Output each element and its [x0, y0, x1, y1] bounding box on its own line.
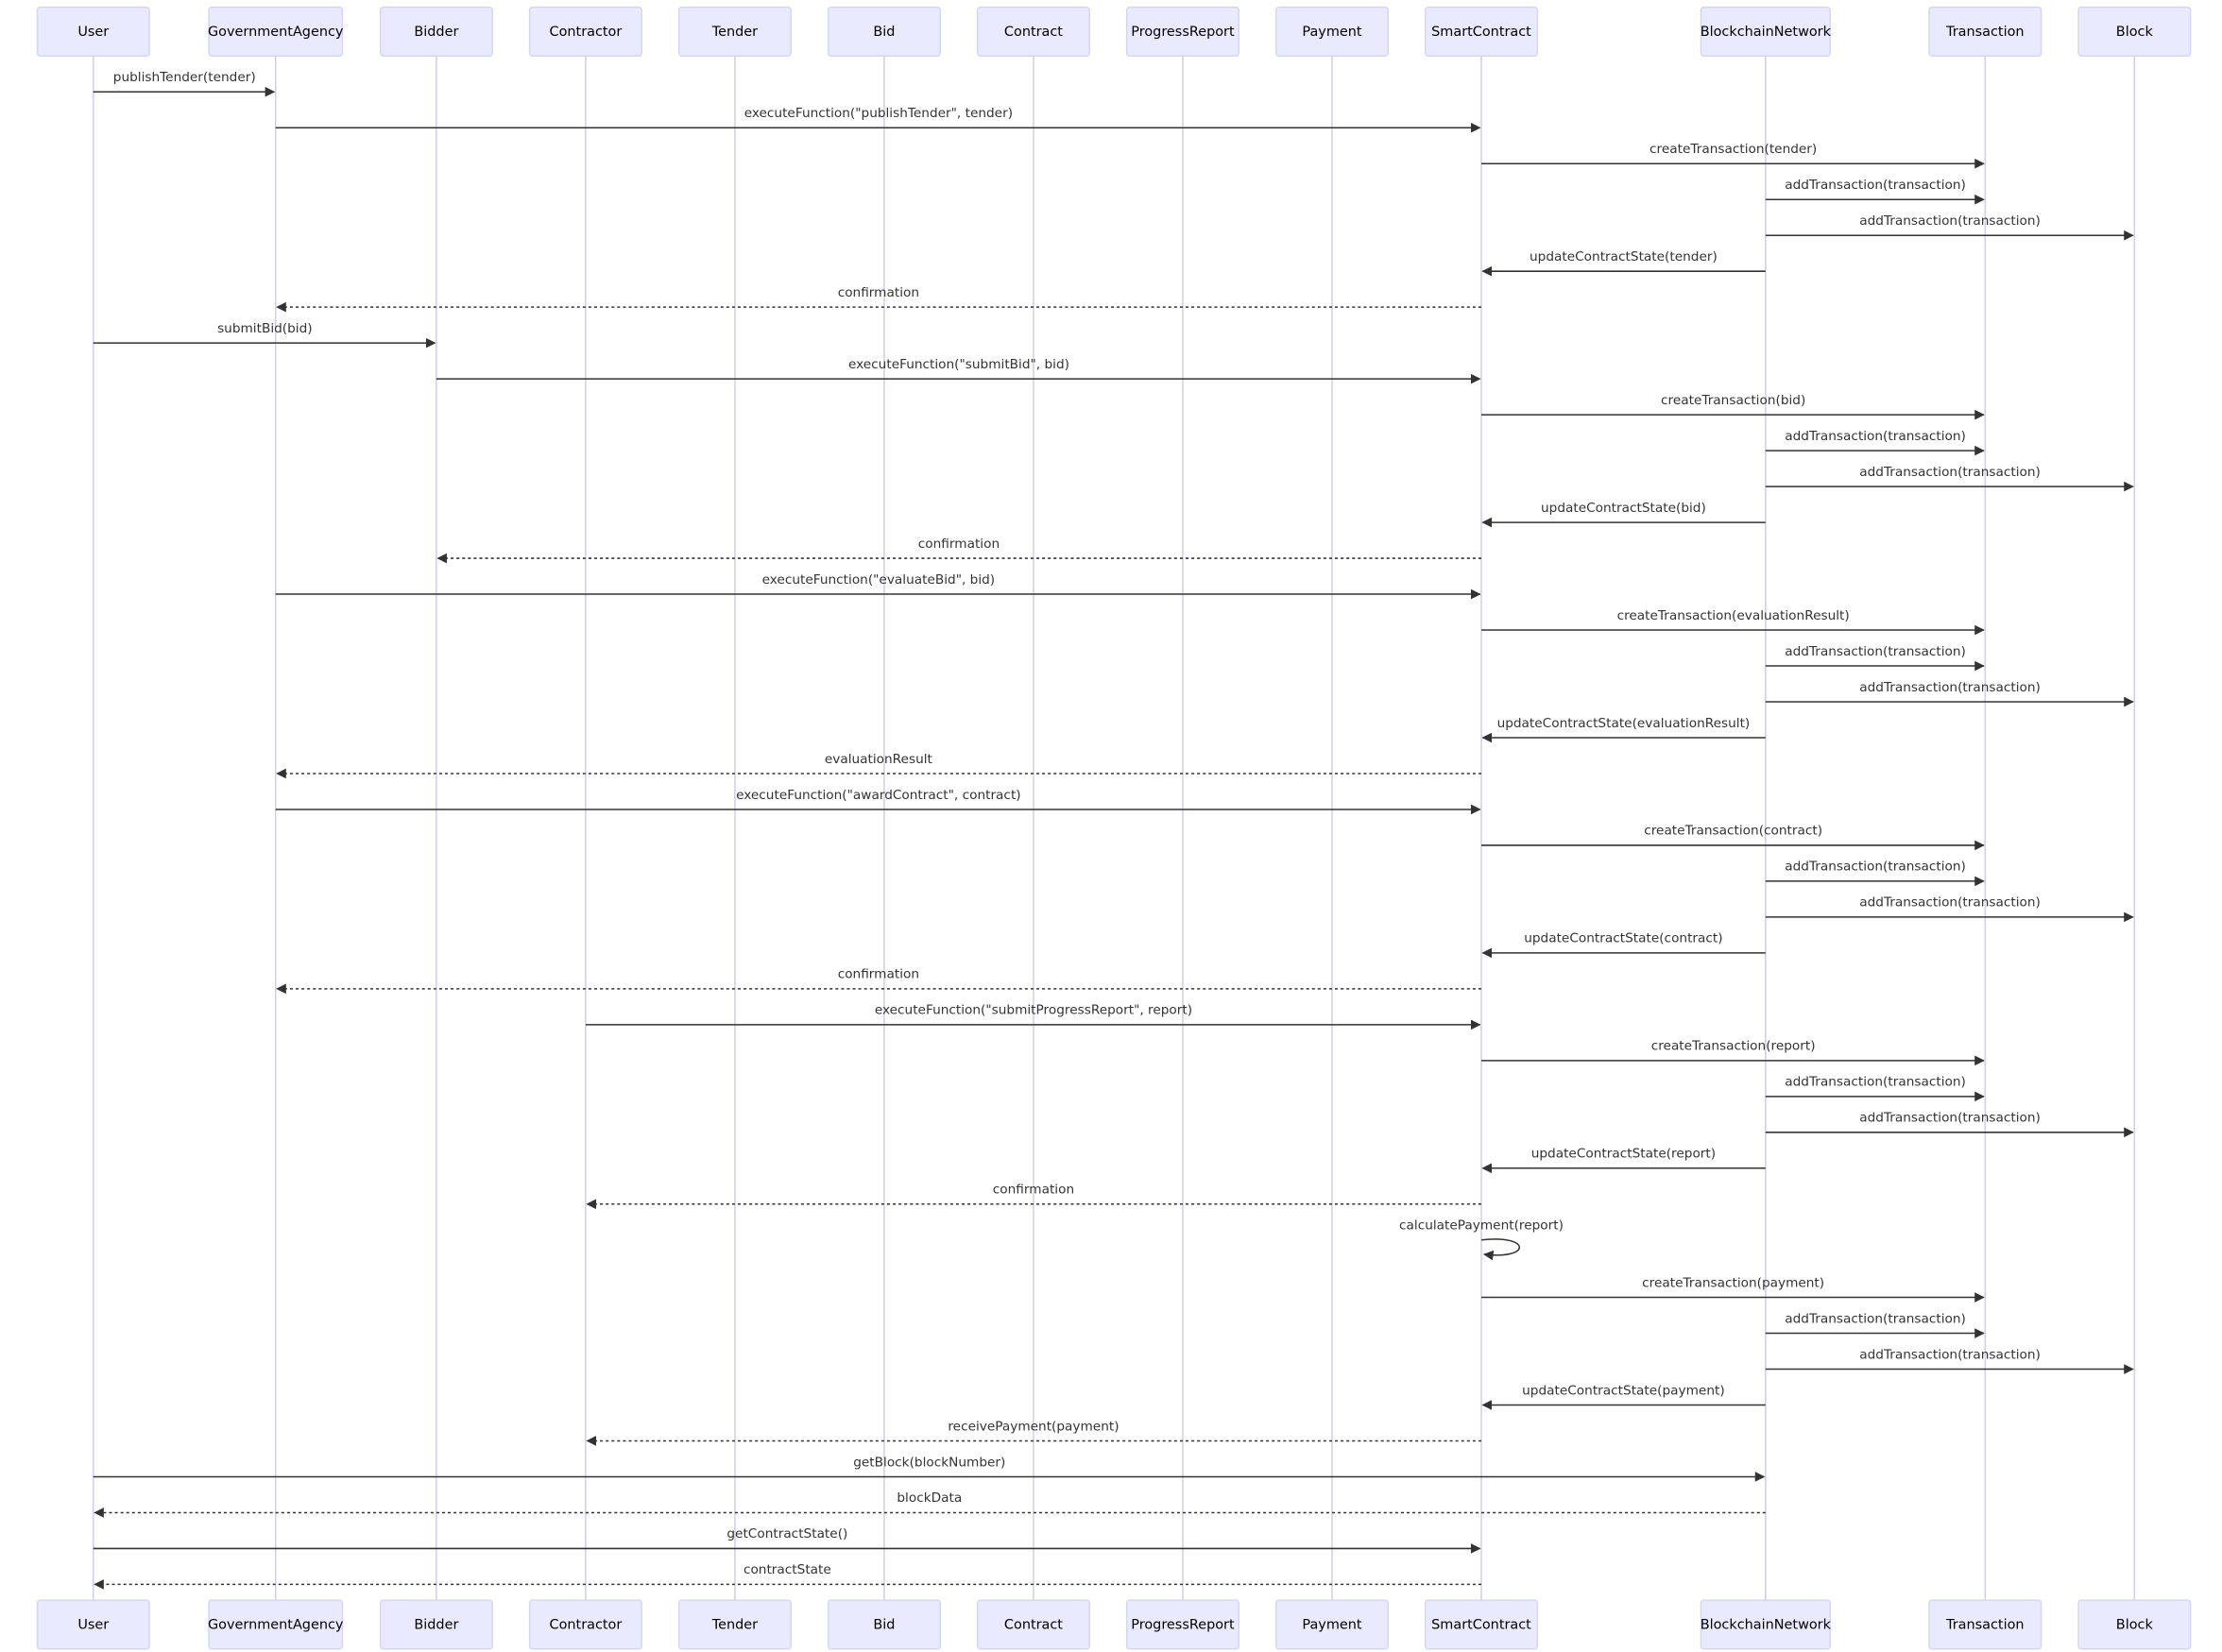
- message-label: executeFunction("publishTender", tender): [744, 106, 1013, 121]
- participant-label-top: Transaction: [1945, 25, 2025, 40]
- participant-label-bottom: Bidder: [414, 1618, 458, 1633]
- participant-label-top: Bid: [873, 25, 895, 40]
- participant-label-top: ProgressReport: [1131, 25, 1235, 40]
- message-label: addTransaction(transaction): [1785, 860, 1966, 875]
- message-label: createTransaction(report): [1651, 1039, 1816, 1054]
- message-label: createTransaction(bid): [1661, 393, 1805, 408]
- message-label: addTransaction(transaction): [1859, 680, 2041, 695]
- participant-box: [677, 6, 792, 58]
- message-label: getBlock(blockNumber): [853, 1455, 1005, 1470]
- message-label: confirmation: [838, 285, 919, 300]
- participant-label-bottom: BlockchainNetwork: [1701, 1618, 1832, 1633]
- participant-label-top: Block: [2116, 25, 2154, 40]
- message-label: updateContractState(payment): [1522, 1383, 1725, 1398]
- message-label: publishTender(tender): [113, 70, 256, 85]
- message-label: getContractState(): [726, 1526, 847, 1541]
- message-label: submitBid(bid): [217, 321, 313, 336]
- participant-box: [208, 6, 344, 58]
- participant-box: [379, 6, 493, 58]
- message-label: confirmation: [993, 1183, 1074, 1198]
- message-label: executeFunction("evaluateBid", bid): [762, 572, 996, 588]
- participant-box: [1700, 6, 1831, 58]
- self-message-arrow: [1480, 1238, 1521, 1261]
- message-label: contractState: [744, 1562, 831, 1577]
- message-label: createTransaction(contract): [1644, 824, 1822, 839]
- message-label: evaluationResult: [825, 752, 933, 767]
- participant-box: [827, 1599, 941, 1650]
- participant-label-top: Contract: [1004, 25, 1063, 40]
- message-label: executeFunction("submitBid", bid): [848, 357, 1069, 372]
- participant-box: [1274, 6, 1389, 58]
- participant-label-bottom: User: [77, 1618, 109, 1633]
- participant-box: [1424, 1599, 1539, 1650]
- participant-label-top: BlockchainNetwork: [1701, 25, 1832, 40]
- participant-label-bottom: Tender: [711, 1618, 758, 1633]
- message-label: addTransaction(transaction): [1859, 465, 2041, 480]
- message-label: confirmation: [838, 967, 919, 982]
- message-label: addTransaction(transaction): [1859, 213, 2041, 229]
- message-label: executeFunction("submitProgressReport", …: [875, 1003, 1192, 1018]
- participant-box: [1125, 1599, 1239, 1650]
- participant-label-bottom: Contractor: [550, 1618, 623, 1633]
- participant-label-bottom: GovernmentAgency: [208, 1618, 344, 1633]
- participant-label-bottom: SmartContract: [1431, 1618, 1531, 1633]
- participant-label-bottom: Block: [2116, 1618, 2154, 1633]
- participant-label-top: SmartContract: [1431, 25, 1531, 40]
- participant-box: [36, 6, 150, 58]
- message-label: blockData: [897, 1490, 962, 1506]
- participant-box: [976, 6, 1090, 58]
- participant-label-top: Contractor: [550, 25, 623, 40]
- participant-label-bottom: Contract: [1004, 1618, 1063, 1633]
- participant-box: [1700, 1599, 1831, 1650]
- participant-box: [2077, 6, 2192, 58]
- message-label: calculatePayment(report): [1399, 1218, 1564, 1234]
- message-label: updateContractState(tender): [1530, 249, 1718, 264]
- message-label: updateContractState(bid): [1541, 501, 1706, 516]
- participant-label-bottom: ProgressReport: [1131, 1618, 1235, 1633]
- participant-box: [677, 1599, 792, 1650]
- participant-box: [1928, 6, 2043, 58]
- message-label: createTransaction(evaluationResult): [1617, 608, 1850, 623]
- message-label: createTransaction(payment): [1642, 1275, 1824, 1290]
- participant-box: [1424, 6, 1539, 58]
- participant-label-top: GovernmentAgency: [208, 25, 344, 40]
- message-label: executeFunction("awardContract", contrac…: [736, 788, 1021, 803]
- participant-box: [1125, 6, 1239, 58]
- message-label: receivePayment(payment): [948, 1419, 1119, 1434]
- participant-label-top: User: [77, 25, 109, 40]
- message-label: addTransaction(transaction): [1859, 895, 2041, 911]
- participant-label-bottom: Payment: [1302, 1618, 1361, 1633]
- participant-box: [528, 1599, 642, 1650]
- message-label: createTransaction(tender): [1649, 142, 1817, 157]
- participant-box: [1274, 1599, 1389, 1650]
- message-label: addTransaction(transaction): [1785, 1075, 1966, 1090]
- participant-box: [208, 1599, 344, 1650]
- participant-label-bottom: Transaction: [1945, 1618, 2025, 1633]
- message-label: addTransaction(transaction): [1785, 178, 1966, 193]
- participant-label-top: Bidder: [414, 25, 458, 40]
- participant-box: [1928, 1599, 2043, 1650]
- message-label: addTransaction(transaction): [1785, 1311, 1966, 1326]
- message-label: addTransaction(transaction): [1785, 644, 1966, 659]
- message-label: addTransaction(transaction): [1859, 1111, 2041, 1126]
- participant-label-bottom: Bid: [873, 1618, 895, 1633]
- participant-label-top: Payment: [1302, 25, 1361, 40]
- participant-box: [36, 1599, 150, 1650]
- participant-box: [2077, 1599, 2192, 1650]
- participant-box: [827, 6, 941, 58]
- message-label: addTransaction(transaction): [1785, 429, 1966, 444]
- message-label: addTransaction(transaction): [1859, 1347, 2041, 1362]
- participant-box: [976, 1599, 1090, 1650]
- participant-label-top: Tender: [711, 25, 758, 40]
- message-label: updateContractState(report): [1531, 1147, 1716, 1162]
- message-label: updateContractState(contract): [1524, 931, 1722, 946]
- participant-box: [379, 1599, 493, 1650]
- message-label: confirmation: [918, 536, 1000, 552]
- message-label: updateContractState(evaluationResult): [1497, 716, 1751, 731]
- participant-box: [528, 6, 642, 58]
